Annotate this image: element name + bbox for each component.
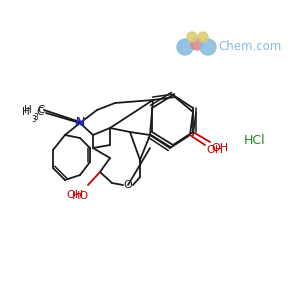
Text: H: H [22, 107, 30, 117]
Text: HCl: HCl [244, 134, 266, 146]
Circle shape [200, 39, 216, 55]
Text: 3: 3 [33, 113, 38, 122]
Circle shape [198, 32, 208, 42]
Text: OH: OH [206, 145, 224, 155]
Circle shape [177, 39, 193, 55]
Text: C: C [36, 107, 44, 117]
Text: OH: OH [212, 143, 229, 153]
Text: 3: 3 [31, 115, 36, 124]
Text: H: H [24, 105, 32, 115]
Text: Chem.com: Chem.com [218, 40, 281, 53]
Text: HO: HO [71, 191, 88, 201]
Text: O: O [124, 180, 132, 190]
Text: OH: OH [66, 190, 84, 200]
Text: C: C [37, 105, 44, 115]
Circle shape [187, 32, 197, 42]
Text: N: N [75, 116, 85, 128]
Circle shape [191, 38, 203, 50]
Text: N: N [75, 116, 85, 130]
